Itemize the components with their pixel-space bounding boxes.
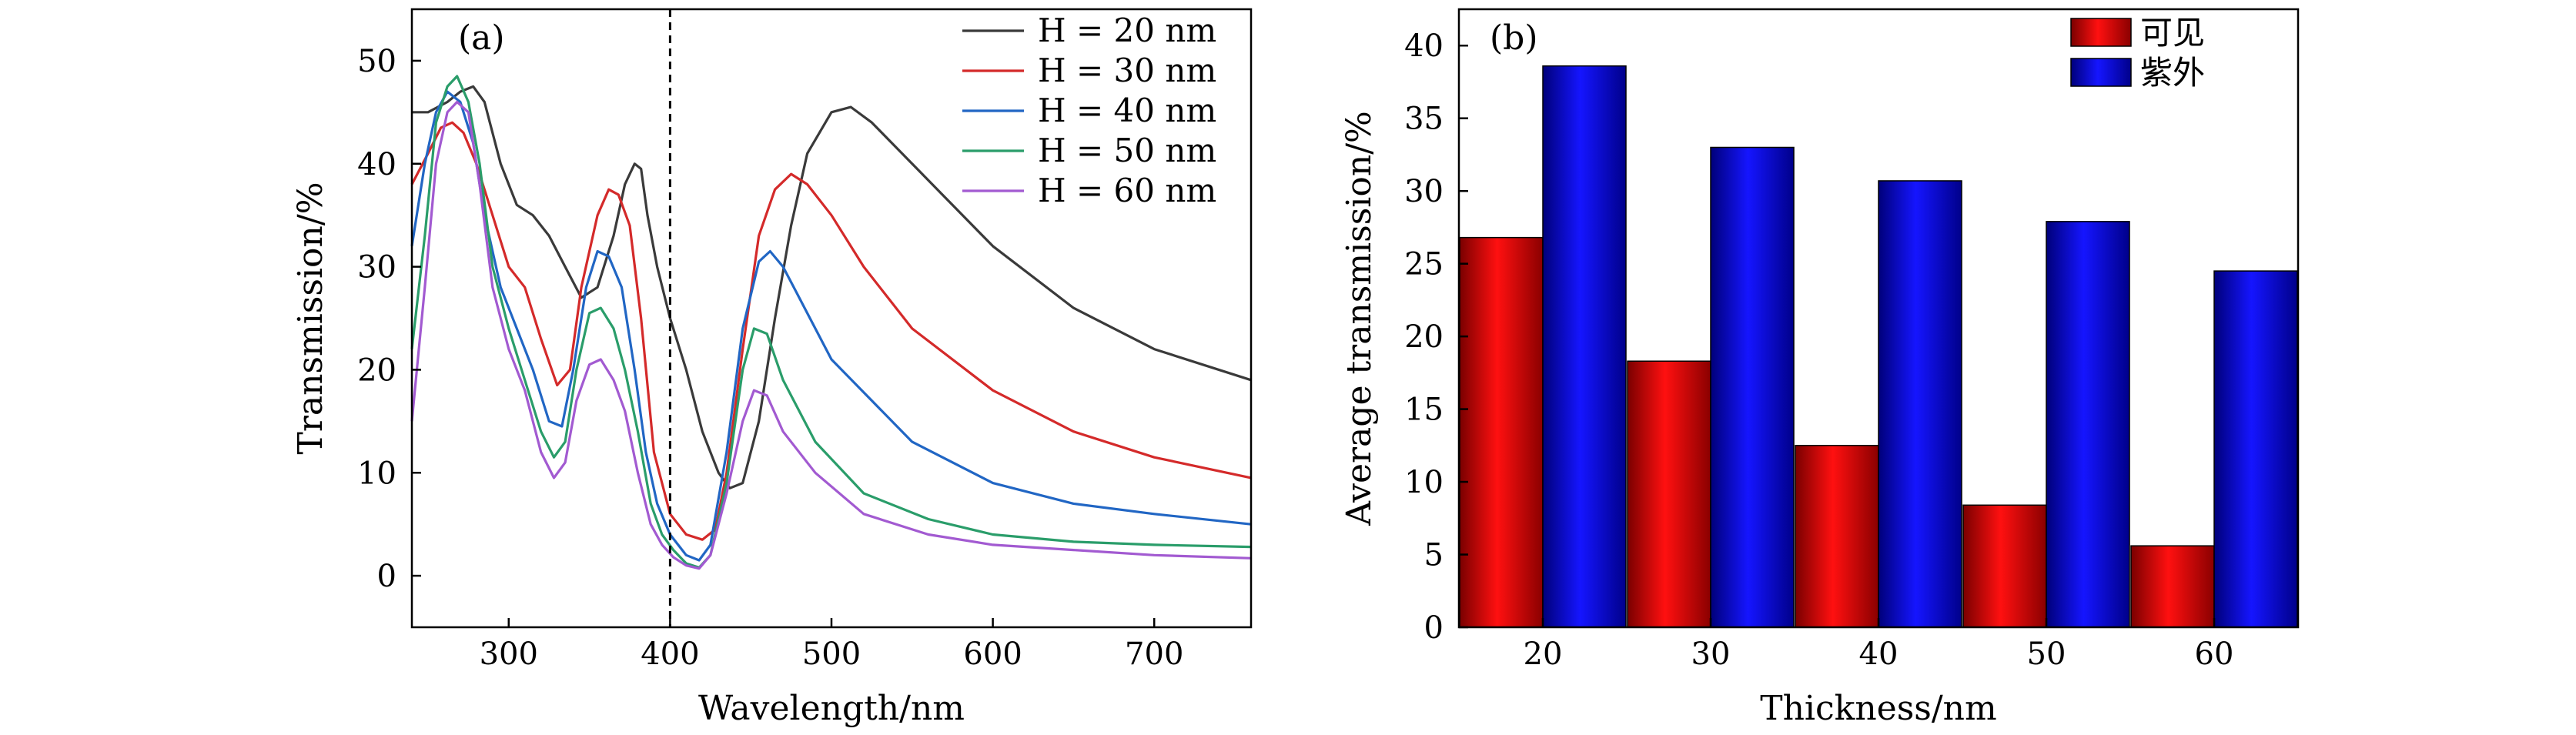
x-axis-title-a: Wavelength/nm xyxy=(698,689,965,728)
y-tick-label: 30 xyxy=(357,250,396,286)
y-tick-label: 10 xyxy=(357,456,396,491)
y-tick-label: 5 xyxy=(1424,538,1444,573)
bar-uv-60 xyxy=(2213,270,2298,628)
y-tick-label: 15 xyxy=(1404,393,1444,428)
x-axis-title-b: Thickness/nm xyxy=(1760,689,1996,728)
legend-entry-label: H = 60 nm xyxy=(1038,172,1216,209)
x-tick-label: 500 xyxy=(802,636,861,672)
y-axis-ticks-b: 0 5 10 15 20 25 30 35 40 xyxy=(1404,28,1468,646)
y-tick-label: 30 xyxy=(1404,174,1444,209)
x-axis-ticks-a: 300 400 500 600 700 xyxy=(480,618,1183,672)
x-tick-label: 60 xyxy=(2195,636,2234,672)
y-tick-label: 20 xyxy=(357,352,396,388)
y-tick-label: 10 xyxy=(1404,465,1444,500)
series-line-h30 xyxy=(410,121,1252,541)
y-tick-label: 35 xyxy=(1404,102,1444,137)
bar-uv-50 xyxy=(2046,221,2130,628)
x-tick-label: 700 xyxy=(1125,636,1183,672)
series-line-h60 xyxy=(410,100,1252,570)
legend-entry-label: H = 40 nm xyxy=(1038,92,1216,129)
series-line-h50 xyxy=(410,75,1252,570)
legend-swatch xyxy=(2070,58,2132,87)
series-line-h20 xyxy=(412,85,1252,489)
bar-visible-60 xyxy=(2130,545,2215,628)
y-tick-label: 40 xyxy=(1404,28,1444,64)
y-tick-label: 50 xyxy=(357,44,396,79)
x-tick-label: 40 xyxy=(1859,636,1899,672)
bar-uv-40 xyxy=(1878,180,1962,628)
y-axis-title-a: Transmission/% xyxy=(291,182,330,454)
x-tick-label: 30 xyxy=(1691,636,1731,672)
line-series-group xyxy=(410,75,1252,570)
panel-label-b: (b) xyxy=(1490,18,1538,58)
bar-uv-30 xyxy=(1710,146,1795,628)
legend-entry-label: H = 50 nm xyxy=(1038,132,1216,169)
bar-chart-panel-b: 20 30 40 50 60 0 5 10 15 20 25 30 35 40 (b) Thicknes… xyxy=(1340,8,2300,728)
bar-group xyxy=(1459,65,2298,628)
x-tick-label: 50 xyxy=(2027,636,2066,672)
y-tick-label: 0 xyxy=(1424,610,1444,646)
panel-label-a: (a) xyxy=(458,18,505,58)
y-tick-label: 25 xyxy=(1404,247,1444,282)
bar-uv-20 xyxy=(1542,65,1627,628)
legend-entry-label: H = 30 nm xyxy=(1038,52,1216,89)
legend-entry-label: 紫外 xyxy=(2140,54,2205,92)
y-axis-ticks-a: 0 10 20 30 40 50 xyxy=(357,44,421,594)
bar-visible-30 xyxy=(1627,360,1711,628)
y-tick-label: 20 xyxy=(1404,319,1444,355)
x-axis-ticks-b: 20 30 40 50 60 xyxy=(1524,618,2234,672)
x-tick-label: 300 xyxy=(480,636,538,672)
legend-swatch xyxy=(2070,18,2132,47)
x-tick-label: 600 xyxy=(963,636,1022,672)
line-chart-panel-a: 300 400 500 600 700 0 10 20 30 40 50 (a) Waveleng… xyxy=(291,8,1253,728)
y-tick-label: 0 xyxy=(377,559,396,594)
legend-entry-label: H = 20 nm xyxy=(1038,12,1216,49)
legend-entry-label: 可见 xyxy=(2140,14,2205,52)
legend-a: H = 20 nmH = 30 nmH = 40 nmH = 50 nmH = … xyxy=(962,12,1216,209)
x-tick-label: 20 xyxy=(1524,636,1563,672)
x-tick-label: 400 xyxy=(641,636,699,672)
bar-visible-40 xyxy=(1795,445,1879,628)
y-tick-label: 40 xyxy=(357,147,396,182)
y-axis-title-b: Average transmission/% xyxy=(1340,111,1379,526)
bar-visible-50 xyxy=(1962,504,2047,628)
bar-visible-20 xyxy=(1459,236,1544,628)
